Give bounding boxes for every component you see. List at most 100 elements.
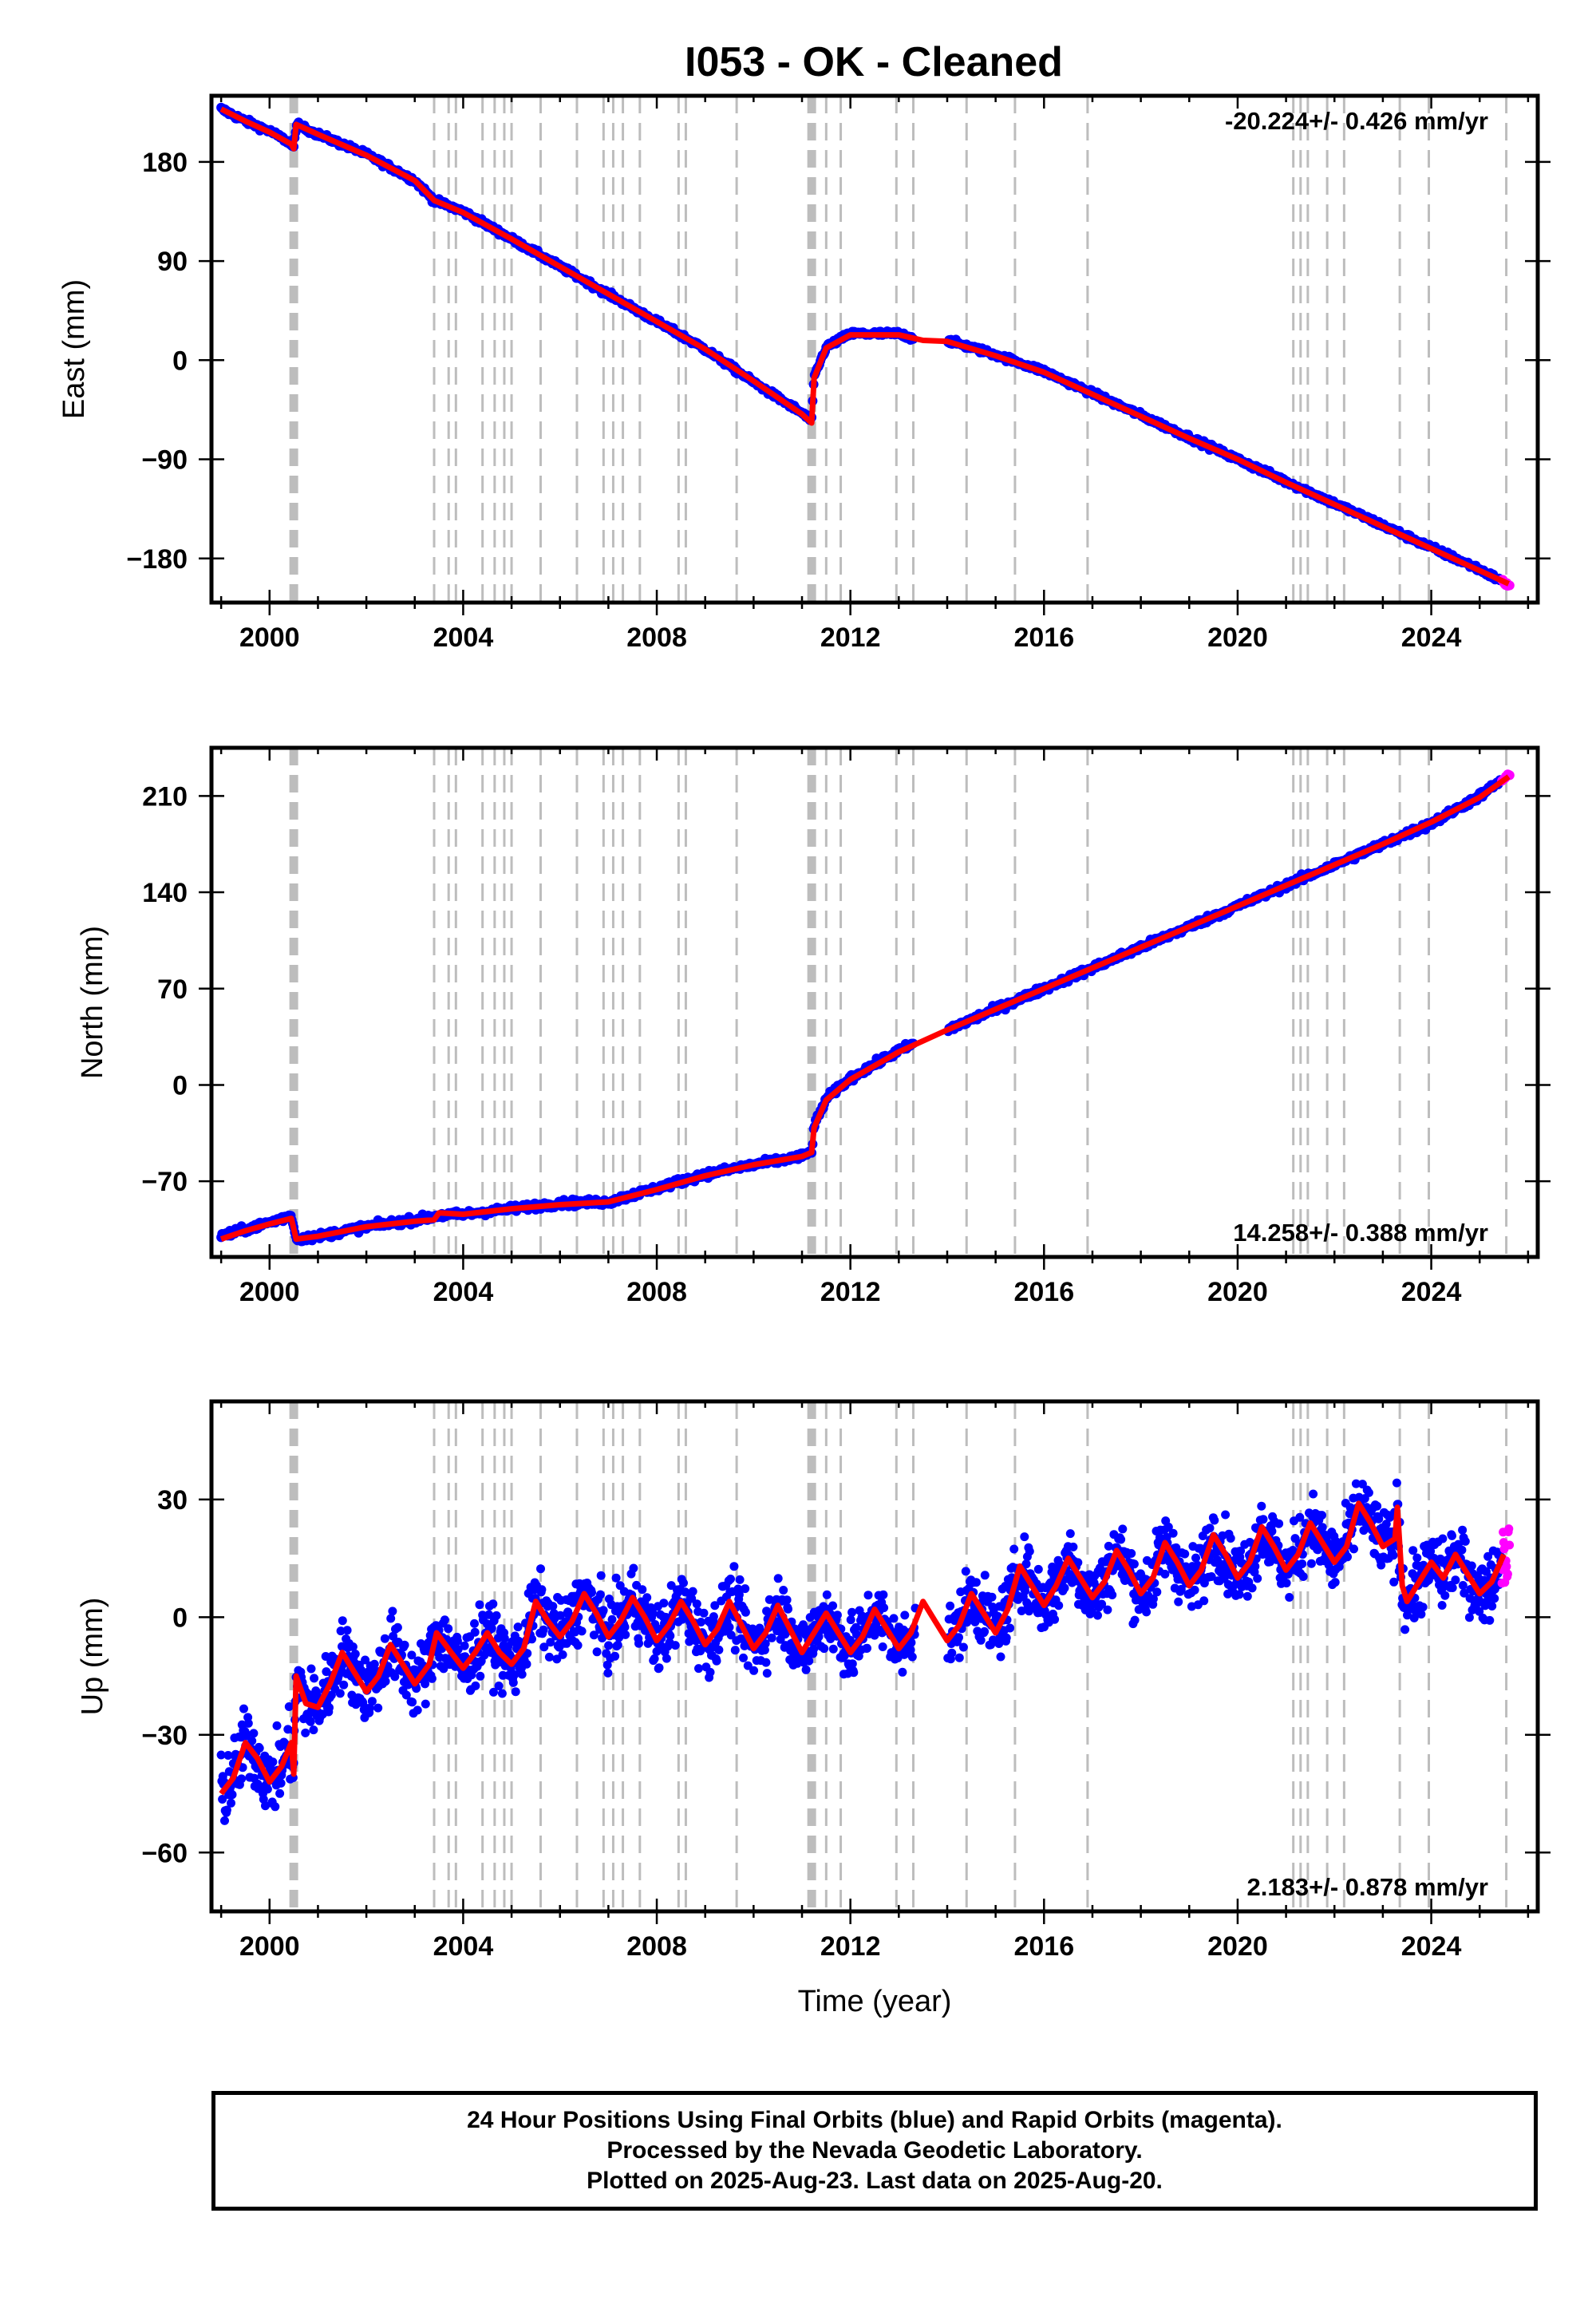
final-orbit-point <box>390 1672 400 1682</box>
final-orbit-point <box>500 1634 509 1643</box>
x-tick-label: 2016 <box>1013 622 1074 653</box>
final-orbit-point <box>1330 1578 1340 1587</box>
x-tick-label: 2020 <box>1207 1277 1268 1307</box>
final-orbit-point <box>263 1784 272 1794</box>
final-orbit-point <box>488 1599 498 1609</box>
final-orbit-point <box>863 1643 871 1653</box>
final-orbit-point <box>536 1564 545 1574</box>
final-orbit-point <box>1065 1529 1075 1539</box>
final-orbit-point <box>555 1611 565 1620</box>
panel-frame-east <box>209 93 1540 605</box>
x-tick-label: 2000 <box>239 1277 300 1307</box>
final-orbit-point <box>237 1774 247 1784</box>
final-orbit-point <box>1005 1623 1015 1633</box>
final-orbit-point <box>688 1587 697 1596</box>
final-orbit-point <box>489 1687 498 1697</box>
final-orbit-point <box>1021 1559 1031 1569</box>
final-orbit-point <box>321 1652 330 1661</box>
final-orbit-point <box>476 1671 485 1681</box>
panel-east: 2000 2004 2008 2012 2016 2020 2024−180−9009018… <box>57 93 1551 653</box>
final-orbit-point <box>322 1667 331 1677</box>
final-orbit-point <box>513 1622 523 1632</box>
final-orbit-point <box>388 1607 397 1616</box>
final-orbit-point <box>373 1703 383 1713</box>
final-orbit-point <box>1073 1558 1083 1567</box>
final-orbit-point <box>393 1622 402 1632</box>
final-orbit-point <box>828 1601 838 1611</box>
final-orbit-point <box>1408 1546 1418 1555</box>
final-orbit-point <box>386 1614 396 1623</box>
final-orbit-point <box>1069 1542 1078 1551</box>
final-orbit-point <box>408 1697 417 1707</box>
final-orbit-point <box>1377 1560 1386 1570</box>
final-orbit-point <box>544 1652 554 1662</box>
final-orbit-point <box>976 1635 986 1645</box>
final-orbit-point <box>1054 1601 1064 1611</box>
final-orbit-point <box>227 1798 235 1808</box>
final-orbit-point <box>1257 1501 1266 1511</box>
final-orbit-point <box>642 1593 652 1603</box>
final-orbit-point <box>1001 1633 1011 1642</box>
final-orbit-point <box>306 1717 315 1726</box>
final-orbit-point <box>1020 1532 1029 1542</box>
final-orbit-point <box>539 1642 549 1652</box>
final-orbit-point <box>734 1590 744 1599</box>
final-orbit-point <box>847 1607 857 1617</box>
final-orbit-point <box>1351 1479 1361 1488</box>
final-orbit-point <box>452 1636 462 1646</box>
final-orbit-point <box>577 1626 587 1636</box>
final-orbit-point <box>1298 1572 1308 1581</box>
y-tick-label: −180 <box>126 544 188 575</box>
final-orbit-point <box>696 1618 705 1626</box>
final-orbit-point <box>726 1630 736 1640</box>
final-orbit-point <box>558 1650 567 1659</box>
y-tick-label: 140 <box>142 878 188 908</box>
final-orbit-point <box>729 1562 739 1571</box>
x-tick-label: 2000 <box>239 622 300 653</box>
final-orbit-point <box>342 1626 352 1635</box>
final-orbit-point <box>470 1627 480 1637</box>
final-orbit-point <box>743 1661 753 1670</box>
final-orbit-point <box>971 1578 981 1587</box>
x-tick-label: 2012 <box>820 1277 881 1307</box>
final-orbit-point <box>389 1631 398 1641</box>
final-orbit-point <box>381 1677 390 1686</box>
x-tick-label: 2020 <box>1207 622 1268 653</box>
panel-frame-north <box>209 745 1540 1259</box>
final-orbit-point <box>1118 1524 1128 1534</box>
final-orbit-point <box>348 1642 358 1651</box>
x-tick-label: 2004 <box>433 1277 494 1307</box>
final-orbit-point <box>741 1584 750 1594</box>
final-orbit-point <box>832 1611 842 1620</box>
final-orbit-point <box>1282 1579 1291 1588</box>
final-orbit-point <box>1418 1603 1428 1612</box>
final-orbit-point <box>335 1689 345 1698</box>
final-orbit-point <box>1359 1526 1369 1535</box>
final-orbit-point <box>1160 1569 1170 1579</box>
final-orbit-point <box>1245 1538 1254 1547</box>
y-tick-label: 180 <box>142 148 188 178</box>
final-orbit-point <box>369 1659 379 1669</box>
final-orbit-point <box>907 1652 917 1662</box>
y-tick-label: −90 <box>141 445 188 476</box>
final-orbit-point <box>961 1567 970 1576</box>
final-orbit-point <box>1357 1480 1367 1489</box>
final-orbit-point <box>401 1690 411 1700</box>
final-orbit-point <box>1191 1553 1200 1563</box>
final-orbit-point <box>1309 1489 1318 1499</box>
final-orbit-point <box>654 1663 664 1673</box>
final-orbit-point <box>1236 1546 1246 1555</box>
final-orbit-point <box>539 1625 548 1634</box>
final-orbit-point <box>1050 1614 1060 1624</box>
final-orbit-point <box>1253 1574 1262 1583</box>
final-orbit-point <box>475 1600 484 1610</box>
final-orbit-point <box>620 1622 630 1632</box>
final-orbit-point <box>659 1599 669 1608</box>
final-orbit-point <box>1242 1591 1252 1601</box>
final-orbit-point <box>681 1587 690 1597</box>
final-orbit-point <box>1163 1522 1173 1531</box>
final-orbit-point <box>954 1653 964 1662</box>
final-orbit-point <box>980 1626 990 1636</box>
final-orbit-point <box>773 1574 783 1583</box>
final-orbit-point <box>767 1633 776 1642</box>
